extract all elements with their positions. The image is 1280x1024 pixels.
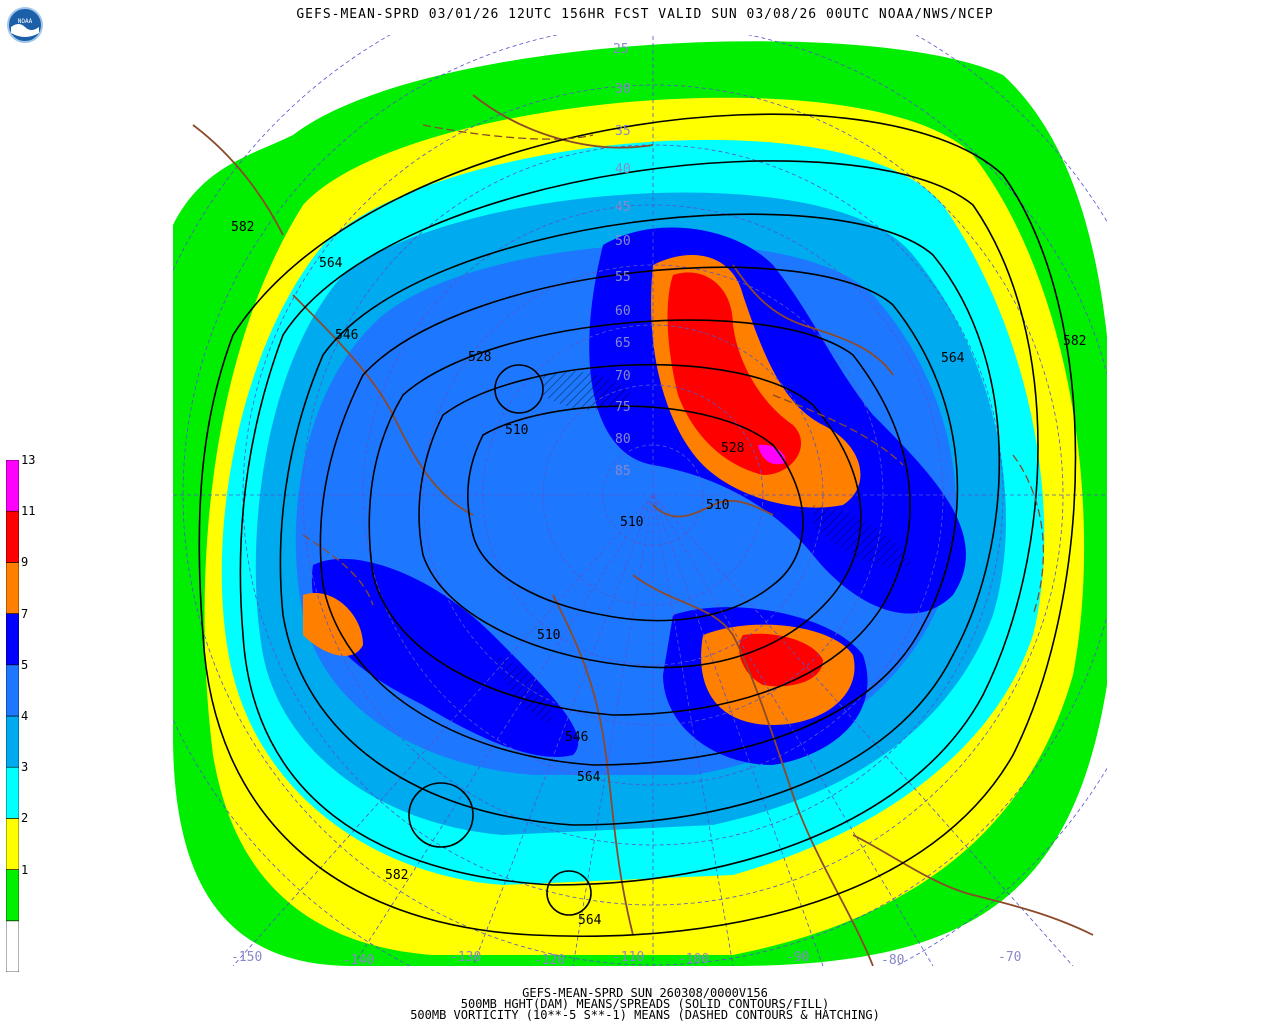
longitude-label: -120: [534, 953, 565, 966]
longitude-label: -80: [881, 953, 904, 966]
contour-label: 528: [721, 441, 744, 456]
latitude-label: 60: [615, 304, 631, 319]
color-legend: [6, 460, 19, 972]
legend-label: 1: [21, 862, 29, 877]
legend-label: 11: [21, 504, 36, 519]
latitude-label: 65: [615, 336, 631, 351]
contour-label: 564: [578, 913, 602, 928]
longitude-label: -130: [450, 950, 481, 965]
legend-swatch: [6, 562, 19, 614]
latitude-label: 45: [615, 200, 631, 215]
spread-fill-11b: [739, 633, 823, 687]
legend-label: 2: [21, 811, 29, 826]
latitude-label: 80: [615, 432, 631, 447]
latitude-label: 50: [615, 234, 631, 249]
legend-swatch: [6, 766, 19, 819]
legend-swatch: [6, 664, 19, 717]
legend-swatch: [6, 460, 19, 512]
legend-label: 7: [21, 606, 29, 621]
spread-fill-11: [667, 272, 802, 475]
latitude-labels: 25 30 35 40 45 50 55 60 65 70 75 80 85: [613, 42, 631, 479]
longitude-grid: [173, 35, 1107, 966]
latitude-label: 75: [615, 400, 631, 415]
legend-label: 13: [21, 453, 36, 467]
legend-swatch: [6, 869, 19, 922]
contour-label: 582: [385, 868, 408, 883]
height-contours: [198, 113, 1077, 938]
contour-label: 564: [941, 351, 965, 366]
legend-label: 3: [21, 760, 29, 775]
footer-line-3: 500MB VORTICITY (10**-5 S**-1) MEANS (DA…: [410, 1008, 880, 1022]
legend-swatch: [6, 818, 19, 870]
latitude-label: 35: [615, 124, 631, 139]
longitude-label: -140: [343, 953, 374, 966]
weather-map: 582 564 546 528 510 528 510 510 510 546 …: [173, 35, 1107, 966]
longitude-labels: -150 -140 -130 -120 -110 -100 -90 -80 -7…: [231, 950, 1021, 966]
contour-label: 564: [319, 256, 343, 271]
spread-fill-7b: [311, 558, 579, 757]
footer-line-1: GEFS-MEAN-SPRD SUN 260308/0000V156: [522, 986, 768, 1000]
latitude-label: 40: [615, 162, 631, 177]
longitude-label: -70: [998, 950, 1021, 965]
latitude-label: 30: [615, 82, 631, 97]
latitude-label: 25: [613, 42, 629, 57]
legend-label: 5: [21, 657, 29, 672]
vorticity-contours: [302, 124, 1045, 616]
legend-label: 4: [21, 709, 29, 723]
logo-text: NOAA: [18, 18, 33, 25]
longitude-label: -100: [678, 952, 709, 966]
latitude-label: 70: [615, 369, 631, 384]
contour-label: 564: [577, 770, 601, 785]
chart-title: GEFS-MEAN-SPRD 03/01/26 12UTC 156HR FCST…: [296, 7, 994, 22]
legend-swatch: [6, 510, 19, 563]
contour-label: 510: [505, 423, 528, 438]
footer-line-2: 500MB HGHT(DAM) MEANS/SPREADS (SOLID CON…: [460, 997, 830, 1011]
longitude-label: -90: [786, 950, 809, 965]
latitude-label: 55: [615, 270, 631, 285]
longitude-label: -150: [231, 950, 262, 965]
legend-swatch: [6, 613, 19, 666]
contour-label: 510: [537, 628, 560, 643]
contour-label: 510: [706, 498, 729, 513]
legend-swatch: [6, 715, 19, 768]
contour-label: 546: [335, 328, 358, 343]
spread-fill-13: [758, 444, 786, 465]
contour-labels: 582 564 546 528 510 528 510 510 510 546 …: [231, 220, 1086, 928]
longitude-label: -110: [613, 950, 644, 965]
legend-label: 9: [21, 555, 29, 570]
latitude-label: 85: [615, 464, 631, 479]
legend-swatch: [6, 920, 19, 972]
vorticity-hatching: [493, 371, 913, 725]
contour-label: 510: [620, 515, 643, 530]
contour-label: 546: [565, 730, 588, 745]
contour-label: 582: [231, 220, 254, 235]
noaa-logo-icon: NOAA: [7, 7, 43, 43]
contour-label: 528: [468, 350, 491, 365]
contour-label: 582: [1063, 334, 1086, 349]
spread-fill-9c: [303, 593, 363, 656]
